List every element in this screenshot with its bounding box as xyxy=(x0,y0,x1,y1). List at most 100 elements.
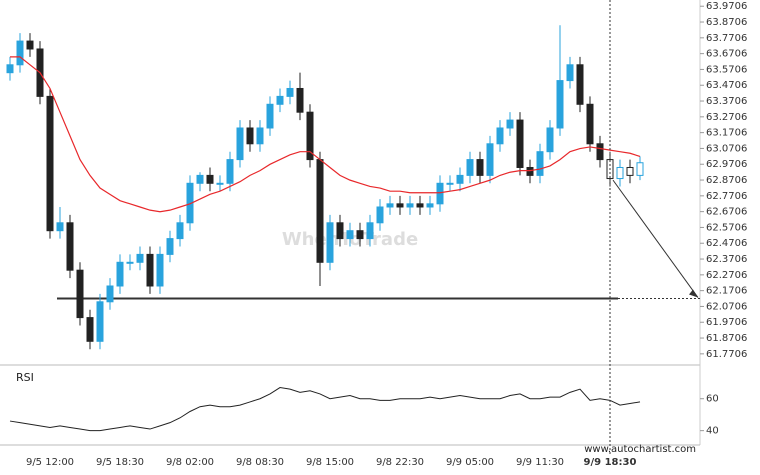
candle-body xyxy=(616,166,624,180)
y-tick-label: 63.4706 xyxy=(706,80,747,91)
source: www.autochartist.com xyxy=(584,444,696,455)
moving-average xyxy=(10,56,641,213)
candle-body xyxy=(476,159,484,176)
candle-body xyxy=(316,159,324,263)
y-tick-label: 61.9706 xyxy=(706,317,747,328)
candle-body xyxy=(426,203,434,208)
candle-body xyxy=(446,182,454,185)
y-tick-label: 62.9706 xyxy=(706,159,747,170)
candle-body xyxy=(346,230,354,240)
candle-body xyxy=(566,64,574,82)
y-tick-label: 63.1706 xyxy=(706,128,747,139)
candle-body xyxy=(546,127,554,153)
rsi-line xyxy=(9,387,641,432)
candle-body xyxy=(266,103,274,129)
y-tick-label: 63.9706 xyxy=(706,1,747,12)
rsi-label: RSI xyxy=(16,371,34,384)
candle-body xyxy=(166,238,174,255)
candle-body xyxy=(356,230,364,240)
candle-body xyxy=(136,253,144,263)
y-tick-label: 62.1706 xyxy=(706,286,747,297)
candle-body xyxy=(486,143,494,176)
candle-body xyxy=(386,203,394,208)
candle-body xyxy=(396,203,404,208)
candle-body xyxy=(516,119,524,168)
y-tick-label: 63.8706 xyxy=(706,17,747,28)
candle-body xyxy=(576,64,584,105)
candle-body xyxy=(286,87,294,97)
y-tick-label: 63.3706 xyxy=(706,96,747,107)
x-tick-label: 9/5 12:00 xyxy=(26,457,74,468)
candle-body xyxy=(406,203,414,208)
candle-body xyxy=(56,222,64,232)
candle-body xyxy=(46,95,54,232)
candle-body xyxy=(216,182,224,185)
candle-body xyxy=(156,253,164,287)
candle-body xyxy=(296,87,304,113)
candle-body xyxy=(416,203,424,208)
candle-body xyxy=(336,222,344,240)
candle-body xyxy=(626,166,634,176)
candle-body xyxy=(596,143,604,161)
candle-body xyxy=(466,159,474,176)
y-tick-label: 62.6706 xyxy=(706,207,747,218)
candle-body xyxy=(456,174,464,184)
candle-body xyxy=(246,127,254,145)
y-tick-label: 62.3706 xyxy=(706,254,747,265)
y-tick-label: 63.5706 xyxy=(706,64,747,75)
x-tick-label: 9/8 02:00 xyxy=(166,457,214,468)
rsi-tick-label: 40 xyxy=(706,426,719,437)
candle-body xyxy=(106,285,114,303)
x-tick-label: 9/9 05:00 xyxy=(446,457,494,468)
x-tick-label: 9/8 15:00 xyxy=(306,457,354,468)
candle-body xyxy=(196,174,204,184)
candle-body xyxy=(126,261,134,264)
x-tick-label: 9/8 08:30 xyxy=(236,457,284,468)
candle-body xyxy=(496,127,504,145)
y-tick-label: 62.7706 xyxy=(706,191,747,202)
candle-body xyxy=(226,159,234,184)
y-tick-label: 61.8706 xyxy=(706,333,747,344)
y-tick-label: 63.0706 xyxy=(706,143,747,154)
rsi-tick-label: 60 xyxy=(706,394,719,405)
arrow-head xyxy=(689,289,698,298)
candle-body xyxy=(636,162,644,176)
candle-body xyxy=(276,95,284,105)
candle-body xyxy=(326,222,334,263)
candle-body xyxy=(256,127,264,145)
x-tick-label: 9/8 22:30 xyxy=(376,457,424,468)
candle-body xyxy=(16,40,24,66)
candle-body xyxy=(436,182,444,205)
y-tick-label: 62.0706 xyxy=(706,301,747,312)
candle-body xyxy=(206,174,214,184)
y-tick-label: 62.2706 xyxy=(706,270,747,281)
x-tick-label: 9/5 18:30 xyxy=(96,457,144,468)
y-tick-label: 62.8706 xyxy=(706,175,747,186)
candle-body xyxy=(506,119,514,129)
candle-body xyxy=(306,111,314,161)
candle-body xyxy=(586,103,594,145)
candle-body xyxy=(536,151,544,176)
candle-body xyxy=(26,40,34,50)
candle-body xyxy=(6,64,14,74)
y-tick-label: 61.7706 xyxy=(706,349,747,360)
candle-body xyxy=(86,317,94,342)
x-tick-label: 9/9 11:30 xyxy=(516,457,564,468)
y-tick-label: 63.2706 xyxy=(706,112,747,123)
candle-body xyxy=(66,222,74,271)
candle-body xyxy=(366,222,374,240)
candle-body xyxy=(376,206,384,224)
candle-body xyxy=(236,127,244,161)
candle-body xyxy=(556,80,564,129)
y-tick-label: 62.5706 xyxy=(706,222,747,233)
candle-body xyxy=(146,253,154,287)
x-tick-label: 9/9 18:30 xyxy=(584,457,637,468)
candle-body xyxy=(96,301,104,342)
y-tick-label: 63.6706 xyxy=(706,49,747,60)
candle-body xyxy=(176,222,184,240)
y-tick-label: 62.4706 xyxy=(706,238,747,249)
y-tick-label: 63.7706 xyxy=(706,33,747,44)
candle-body xyxy=(526,166,534,176)
candle-body xyxy=(116,261,124,287)
